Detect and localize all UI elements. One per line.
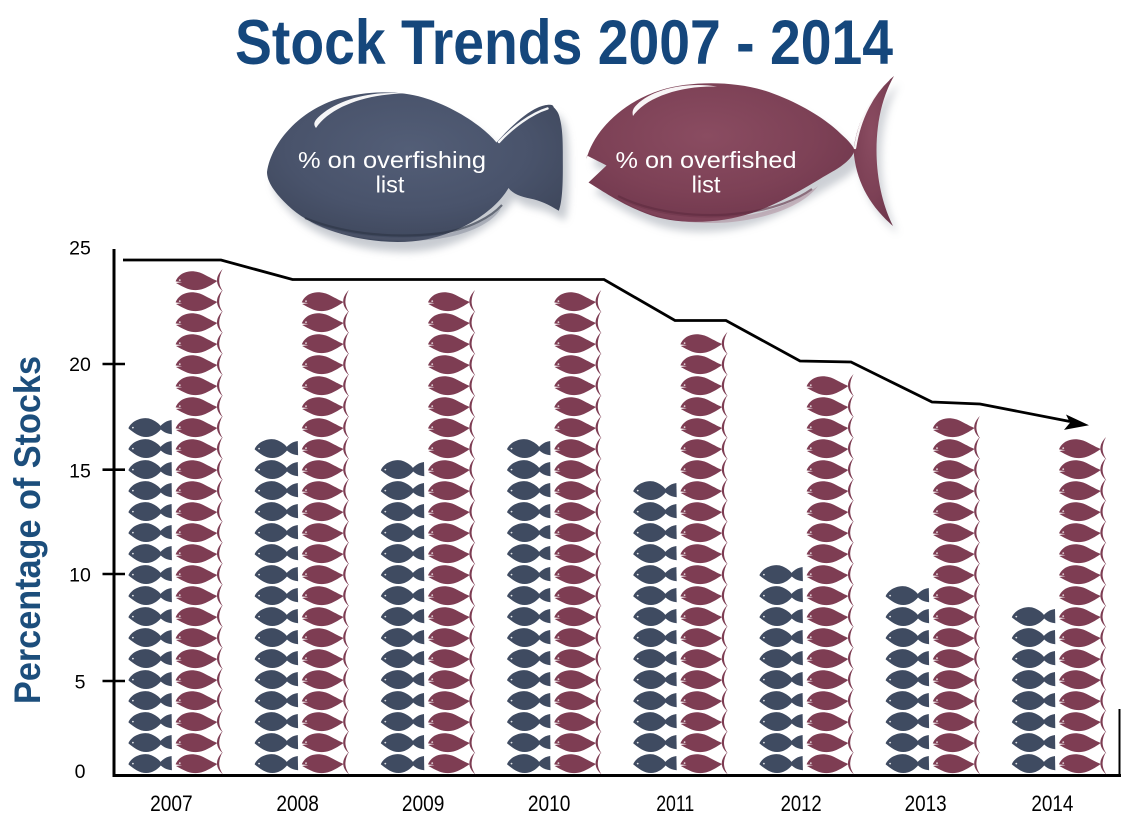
svg-text:2009: 2009 (402, 791, 445, 816)
svg-text:25: 25 (69, 238, 91, 260)
svg-text:Percentage of Stocks: Percentage of Stocks (7, 356, 48, 704)
svg-text:20: 20 (69, 354, 91, 376)
svg-text:2010: 2010 (528, 791, 571, 816)
svg-text:list: list (692, 172, 721, 198)
svg-text:10: 10 (69, 565, 91, 587)
svg-text:0: 0 (75, 761, 86, 783)
svg-text:% on overfished: % on overfished (616, 147, 797, 173)
svg-text:Stock Trends 2007 - 2014: Stock Trends 2007 - 2014 (235, 8, 893, 78)
svg-text:5: 5 (75, 671, 86, 693)
svg-text:2007: 2007 (150, 791, 193, 816)
svg-text:15: 15 (69, 460, 91, 482)
svg-text:2011: 2011 (656, 791, 694, 816)
svg-text:2013: 2013 (905, 791, 947, 816)
svg-text:2014: 2014 (1031, 791, 1073, 816)
svg-text:% on overfishing: % on overfishing (298, 147, 486, 173)
svg-text:list: list (376, 172, 405, 198)
svg-text:2008: 2008 (276, 791, 319, 816)
svg-text:2012: 2012 (781, 791, 822, 816)
